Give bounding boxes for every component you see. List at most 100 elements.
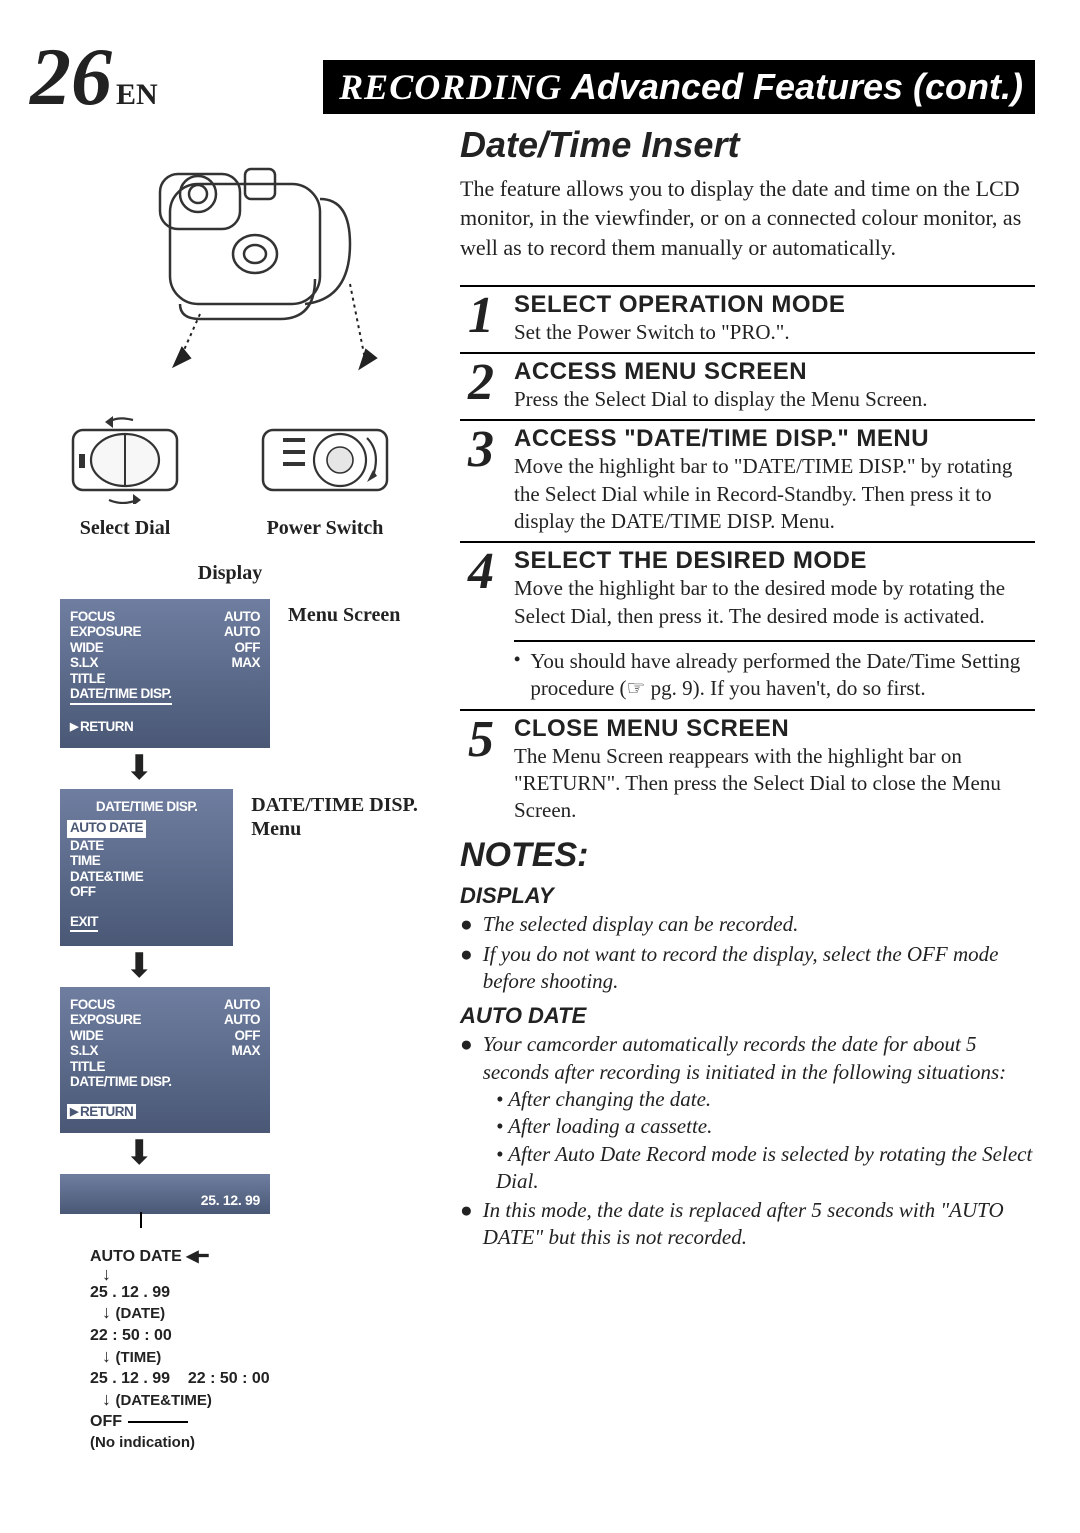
camcorder-icon (90, 144, 410, 384)
notes-autodate-b1-text: Your camcorder automatically records the… (483, 1031, 1035, 1086)
step-num: 1 (460, 291, 502, 346)
bullet-icon: ● (460, 941, 473, 996)
separator (460, 352, 1035, 354)
down-arrow-icon: ⬇ (125, 758, 154, 778)
step-title: SELECT OPERATION MODE (514, 291, 1035, 319)
select-dial-label: Select Dial (65, 517, 185, 540)
notes-autodate-b2-text: In this mode, the date is replaced after… (483, 1197, 1035, 1252)
step-num: 4 (460, 547, 502, 702)
triangle-icon: ▶ (70, 1106, 78, 1119)
triangle-icon: ▶ (70, 721, 78, 734)
title-rest: Advanced Features (cont.) (562, 66, 1023, 107)
step-4-bullet: • You should have already performed the … (514, 648, 1035, 703)
step-title: CLOSE MENU SCREEN (514, 715, 1035, 743)
down-arrow-icon: ↓ (102, 1267, 270, 1281)
display-sequence-list: AUTO DATE ◀━ ↓ 25 . 12 . 99 ↓ (DATE) 22 … (90, 1246, 270, 1453)
step-text: Set the Power Switch to "PRO.". (514, 319, 1035, 346)
menu2-header: DATE/TIME DISP. (70, 799, 223, 815)
camera-illustration (30, 124, 430, 384)
page-lang: EN (116, 78, 158, 111)
step-title: ACCESS MENU SCREEN (514, 358, 1035, 386)
menu3-exposure-val: AUTO (224, 1012, 260, 1028)
step-title: ACCESS "DATE/TIME DISP." MENU (514, 425, 1035, 453)
notes-autodate-s1: • After changing the date. (496, 1086, 1035, 1113)
step-num: 2 (460, 358, 502, 413)
menu3-slx-val: MAX (232, 1043, 261, 1059)
power-switch-label: Power Switch (255, 517, 395, 540)
power-switch-icon (255, 414, 395, 504)
left-column: Select Dial Power Switch Display (30, 124, 430, 1453)
menu3-focus-val: AUTO (224, 997, 260, 1013)
right-column: Date/Time Insert The feature allows you … (460, 124, 1035, 1453)
select-dial-box: Select Dial (65, 414, 185, 540)
seq-date-lbl: (DATE) (115, 1305, 165, 1322)
menu1-return: RETURN (80, 719, 133, 734)
step-num: 5 (460, 715, 502, 825)
step-text: Move the highlight bar to "DATE/TIME DIS… (514, 453, 1035, 535)
menu-screen-1: FOCUSAUTO EXPOSUREAUTO WIDEOFF S.LXMAX T… (60, 599, 270, 749)
down-arrow-icon: ⬇ (125, 1143, 154, 1163)
menu3-return: RETURN (80, 1104, 133, 1119)
menu1-wide: WIDE (70, 640, 103, 656)
step-num: 3 (460, 425, 502, 535)
menu3-title: TITLE (70, 1059, 260, 1075)
separator (460, 541, 1035, 543)
separator (460, 285, 1035, 287)
menu-screen-row-2: DATE/TIME DISP. AUTO DATE DATE TIME DATE… (30, 789, 430, 947)
menu1-slx-val: MAX (232, 655, 261, 671)
bullet-icon: ● (460, 911, 473, 938)
display-label: Display (30, 562, 430, 585)
seq-dt-time: 22 : 50 : 00 (188, 1370, 270, 1387)
notes-title: NOTES: (460, 836, 1035, 875)
off-line (128, 1421, 188, 1423)
page-header: 26EN RECORDING Advanced Features (cont.) (30, 40, 1035, 114)
seq-dt-lbl: (DATE&TIME) (115, 1392, 211, 1409)
notes-autodate-s3: • After Auto Date Record mode is selecte… (496, 1141, 1035, 1196)
menu1-wide-val: OFF (235, 640, 261, 656)
menu3-exposure: EXPOSURE (70, 1012, 141, 1028)
menu1-exposure-val: AUTO (224, 624, 260, 640)
step-2: 2 ACCESS MENU SCREEN Press the Select Di… (460, 358, 1035, 413)
down-arrow-icon: ⬇ (125, 956, 154, 976)
menu2-off: OFF (70, 884, 223, 900)
seq-time-lbl: (TIME) (115, 1349, 161, 1366)
menu1-title: TITLE (70, 671, 260, 687)
notes-autodate-b2: ●In this mode, the date is replaced afte… (460, 1197, 1035, 1252)
menu3-wide-val: OFF (235, 1028, 261, 1044)
menu3-dt: DATE/TIME DISP. (70, 1074, 260, 1090)
menu-screen-caption: Menu Screen (288, 603, 400, 627)
menu2-datetime: DATE&TIME (70, 869, 223, 885)
menu-screen-row-1: FOCUSAUTO EXPOSUREAUTO WIDEOFF S.LXMAX T… (30, 599, 400, 749)
power-switch-box: Power Switch (255, 414, 395, 540)
menu-screen-2: DATE/TIME DISP. AUTO DATE DATE TIME DATE… (60, 789, 233, 947)
notes-display-b2-text: If you do not want to record the display… (483, 941, 1035, 996)
pointer-line (140, 1212, 142, 1228)
seq-date-val: 25 . 12 . 99 (90, 1282, 270, 1304)
notes-autodate-s2: • After loading a cassette. (496, 1113, 1035, 1140)
section-title: Date/Time Insert (460, 124, 1035, 166)
menu3-focus: FOCUS (70, 997, 115, 1013)
title-recording: RECORDING (339, 67, 562, 107)
main-content: Select Dial Power Switch Display (30, 124, 1035, 1453)
display-preview-date: 25. 12. 99 (201, 1192, 260, 1208)
intro-text: The feature allows you to display the da… (460, 174, 1035, 263)
page-number: 26EN (30, 40, 158, 114)
arrow-left-icon: ◀━ (182, 1248, 208, 1265)
menu3-wide: WIDE (70, 1028, 103, 1044)
seq-dt-date: 25 . 12 . 99 (90, 1370, 170, 1387)
step-4-bullet-text: You should have already performed the Da… (530, 648, 1035, 703)
step-1: 1 SELECT OPERATION MODE Set the Power Sw… (460, 291, 1035, 346)
step-4: 4 SELECT THE DESIRED MODE Move the highl… (460, 547, 1035, 702)
separator (460, 709, 1035, 711)
menu1-exposure: EXPOSURE (70, 624, 141, 640)
step-text: Move the highlight bar to the desired mo… (514, 575, 1035, 630)
notes-display-b1: ●The selected display can be recorded. (460, 911, 1035, 938)
menu2-exit: EXIT (70, 914, 98, 933)
menu1-slx: S.LX (70, 655, 98, 671)
separator (460, 419, 1035, 421)
down-arrow-icon: ↓ (102, 1389, 111, 1409)
select-dial-icon (65, 414, 185, 504)
screens-column: FOCUS AUTO EXPOSURE AUTO WIDE OFF S.LX MAX T… (30, 599, 430, 1453)
seq-off: OFF (90, 1413, 122, 1430)
bullet-icon: ● (460, 1031, 473, 1086)
